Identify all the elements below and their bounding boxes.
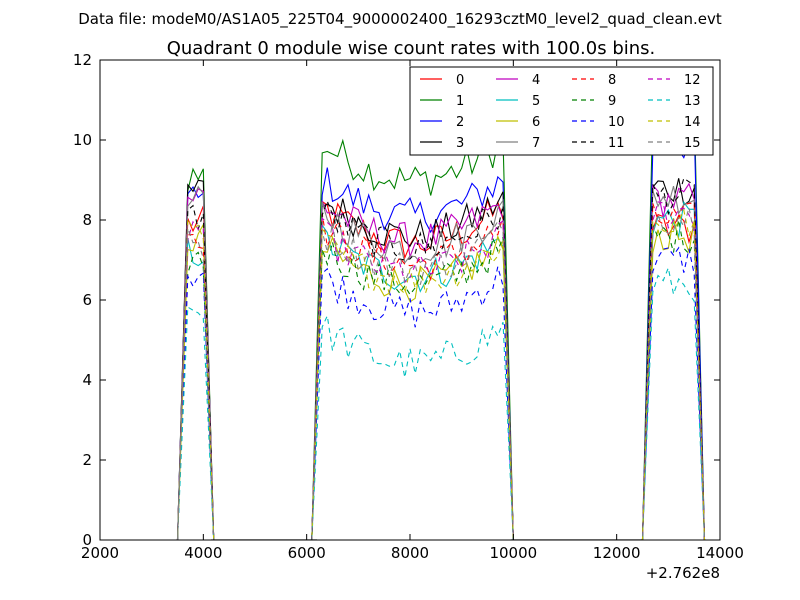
legend-label-10: 10 bbox=[608, 115, 625, 130]
legend-label-7: 7 bbox=[532, 136, 540, 151]
legend-label-4: 4 bbox=[532, 73, 540, 88]
y-tick-label-0: 0 bbox=[82, 531, 92, 549]
legend-label-0: 0 bbox=[456, 73, 464, 88]
series-line-13 bbox=[176, 266, 706, 540]
x-tick-label-2000: 2000 bbox=[81, 544, 119, 562]
x-tick-label-14000: 14000 bbox=[696, 544, 744, 562]
legend-label-5: 5 bbox=[532, 94, 540, 109]
legend-label-15: 15 bbox=[684, 136, 701, 151]
series-line-0 bbox=[176, 198, 706, 540]
series-line-6 bbox=[176, 218, 706, 540]
x-tick-label-10000: 10000 bbox=[489, 544, 537, 562]
legend-label-2: 2 bbox=[456, 115, 464, 130]
x-tick-label-6000: 6000 bbox=[288, 544, 326, 562]
series-line-9 bbox=[176, 220, 706, 540]
series-line-4 bbox=[176, 182, 706, 540]
x-tick-label-4000: 4000 bbox=[184, 544, 222, 562]
legend-label-12: 12 bbox=[684, 73, 701, 88]
legend-label-1: 1 bbox=[456, 94, 464, 109]
y-tick-label-10: 10 bbox=[73, 131, 92, 149]
series-group bbox=[176, 88, 706, 540]
y-tick-label-2: 2 bbox=[82, 451, 92, 469]
y-tick-label-8: 8 bbox=[82, 211, 92, 229]
legend-label-13: 13 bbox=[684, 94, 701, 109]
legend-label-14: 14 bbox=[684, 115, 701, 130]
chart-suptitle: Data file: modeM0/AS1A05_225T04_90000024… bbox=[78, 10, 722, 29]
series-line-5 bbox=[176, 200, 706, 540]
x-axis-offset-label: +2.762e8 bbox=[646, 564, 720, 582]
y-tick-label-12: 12 bbox=[73, 51, 92, 69]
series-line-12 bbox=[176, 201, 706, 540]
legend-label-3: 3 bbox=[456, 136, 464, 151]
y-tick-label-4: 4 bbox=[82, 371, 92, 389]
legend-label-11: 11 bbox=[608, 136, 625, 151]
series-line-1 bbox=[176, 88, 706, 540]
series-line-10 bbox=[176, 246, 706, 540]
y-tick-label-6: 6 bbox=[82, 291, 92, 309]
legend-label-6: 6 bbox=[532, 115, 540, 130]
series-line-7 bbox=[176, 185, 706, 540]
legend-label-8: 8 bbox=[608, 73, 616, 88]
series-line-8 bbox=[176, 202, 706, 540]
legend-box bbox=[409, 66, 714, 156]
series-line-2 bbox=[176, 126, 706, 540]
chart-title: Quadrant 0 module wise count rates with … bbox=[167, 38, 656, 59]
legend-label-9: 9 bbox=[608, 94, 616, 109]
series-line-11 bbox=[176, 177, 706, 540]
x-tick-label-12000: 12000 bbox=[593, 544, 641, 562]
series-line-14 bbox=[176, 208, 706, 540]
series-line-15 bbox=[176, 207, 706, 540]
x-tick-label-8000: 8000 bbox=[391, 544, 429, 562]
